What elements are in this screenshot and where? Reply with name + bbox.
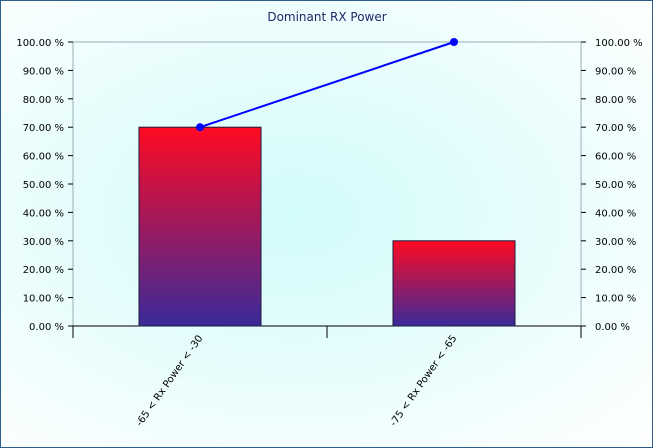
x-tick-label: -75 < Rx Power < -65: [388, 333, 459, 428]
y2-tick-label: 0.00 %: [595, 322, 630, 333]
bars: [138, 126, 516, 327]
y-tick-label: 90.00 %: [23, 66, 64, 77]
y2-tick-label: 30.00 %: [595, 237, 636, 248]
tick-labels: 0.00 % 10.00 % 20.00 % 30.00 % 40.00 % 50.00 …: [16, 38, 642, 429]
y2-tick-label: 100.00 %: [595, 38, 643, 49]
y2-tick-label: 10.00 %: [595, 294, 636, 305]
y2-tick-label: 90.00 %: [595, 66, 636, 77]
y-tick-label: 100.00 %: [16, 38, 64, 49]
y-tick-label: 30.00 %: [23, 237, 64, 248]
line-point: [196, 123, 204, 132]
y2-tick-label: 80.00 %: [595, 95, 636, 106]
line-point: [450, 38, 458, 46]
line-path: [199, 41, 455, 129]
y-tick-label: 40.00 %: [23, 208, 64, 219]
y-tick-label: 70.00 %: [23, 123, 64, 134]
y-tick-label: 50.00 %: [23, 180, 64, 191]
line-series: [196, 38, 458, 132]
bar: [138, 126, 262, 327]
y2-tick-label: 40.00 %: [595, 208, 636, 219]
chart-title: Dominant RX Power: [267, 10, 386, 24]
y2-tick-label: 20.00 %: [595, 265, 636, 276]
x-tick-label: -65 < Rx Power < -30: [134, 333, 205, 428]
y-tick-label: 20.00 %: [23, 265, 64, 276]
bar: [392, 240, 516, 327]
y-tick-label: 80.00 %: [23, 95, 64, 106]
y-tick-label: 0.00 %: [29, 322, 64, 333]
y2-tick-label: 60.00 %: [595, 152, 636, 163]
y2-tick-label: 70.00 %: [595, 123, 636, 134]
y2-tick-label: 50.00 %: [595, 180, 636, 191]
y-tick-label: 60.00 %: [23, 152, 64, 163]
y-tick-label: 10.00 %: [23, 294, 64, 305]
